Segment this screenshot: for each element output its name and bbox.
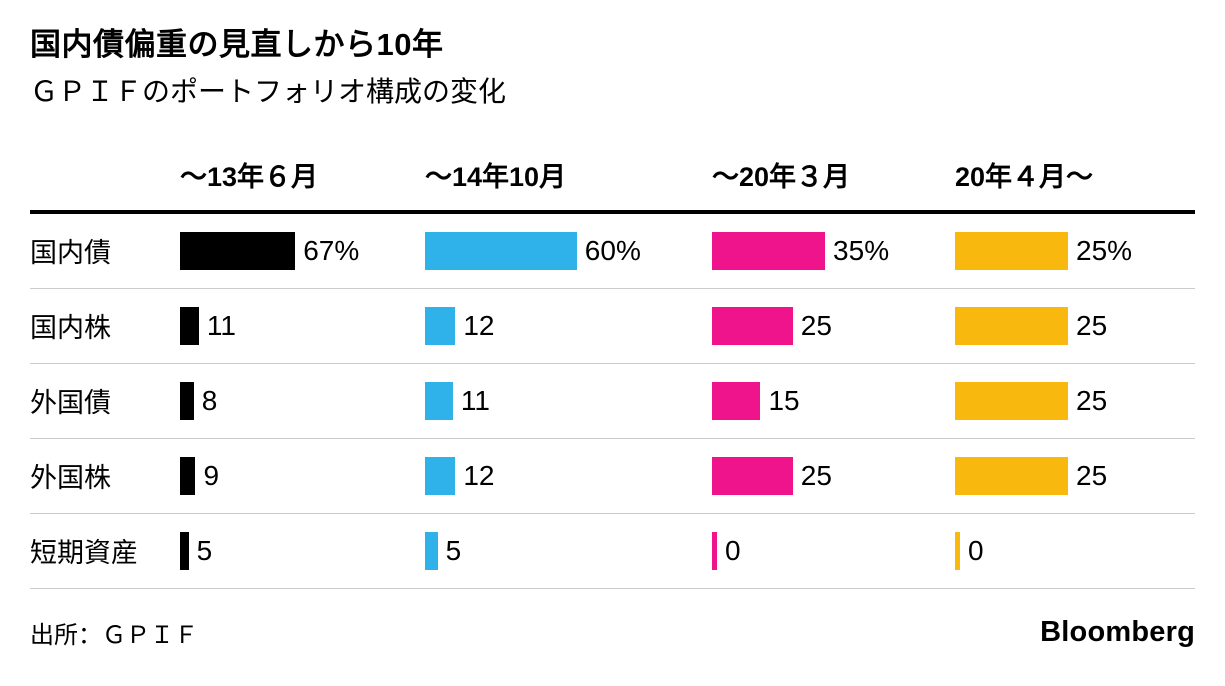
- bar-cell: 11: [425, 364, 712, 438]
- bar-cell: 67%: [180, 214, 425, 288]
- table-row: 短期資産 5 5 0 0: [30, 514, 1195, 589]
- bar-cell: 25: [955, 289, 1195, 363]
- bar: [180, 456, 196, 495]
- bar: [955, 231, 1068, 270]
- chart-card: 国内債偏重の見直しから10年 ＧＰＩＦのポートフォリオ構成の変化 ～13年６月 …: [30, 27, 1195, 650]
- bar: [712, 381, 761, 420]
- bar-value: 12: [463, 309, 495, 341]
- bar: [955, 306, 1068, 345]
- row-label: 外国株: [30, 463, 111, 494]
- bar-value: 15: [768, 384, 800, 416]
- bar-cell: 5: [180, 514, 425, 588]
- bar: [712, 306, 793, 345]
- bar-value: 5: [196, 534, 213, 566]
- column-header-period-2: ～14年10月: [425, 161, 567, 192]
- bar: [180, 231, 296, 270]
- bar-cell: 60%: [425, 214, 712, 288]
- bar-cell: 25: [955, 439, 1195, 513]
- bar: [425, 456, 456, 495]
- bar-value: 25: [1076, 459, 1108, 491]
- table-row: 外国債 8 11 15 25: [30, 364, 1195, 439]
- page-subtitle: ＧＰＩＦのポートフォリオ構成の変化: [30, 76, 507, 108]
- bar-value: 25: [1076, 384, 1108, 416]
- bar-value: 25: [800, 309, 832, 341]
- bar-value: 8: [201, 384, 218, 416]
- bar-value: 9: [203, 459, 220, 491]
- bar: [955, 456, 1068, 495]
- bar: [425, 531, 438, 570]
- row-label: 短期資産: [30, 538, 138, 569]
- bar: [425, 231, 577, 270]
- page-title: 国内債偏重の見直しから10年: [30, 27, 444, 62]
- bar: [180, 306, 199, 345]
- bar-cell: 0: [712, 514, 955, 588]
- row-label: 国内株: [30, 313, 111, 344]
- bar-value: 35%: [833, 234, 890, 266]
- bar-cell: 5: [425, 514, 712, 588]
- bar-cell: 9: [180, 439, 425, 513]
- bar: [425, 306, 456, 345]
- bar-cell: 0: [955, 514, 1195, 588]
- bar: [712, 231, 826, 270]
- bar-cell: 25: [712, 289, 955, 363]
- bar-value: 11: [206, 309, 236, 341]
- column-headers: ～13年６月 ～14年10月 ～20年３月 20年４月～: [30, 155, 1195, 210]
- column-header-period-1: ～13年６月: [180, 161, 319, 192]
- bar-table: 国内債 67% 60% 35% 25% 国内株 11: [30, 209, 1195, 589]
- column-header-period-4: 20年４月～: [955, 161, 1094, 192]
- row-label: 国内債: [30, 238, 111, 269]
- footer: 出所：ＧＰＩＦ Bloomberg: [30, 615, 1195, 650]
- table-row: 国内債 67% 60% 35% 25%: [30, 214, 1195, 289]
- bar-value: 11: [460, 384, 490, 416]
- bar-cell: 8: [180, 364, 425, 438]
- bar-value: 25: [800, 459, 832, 491]
- table-row: 外国株 9 12 25 25: [30, 439, 1195, 514]
- bar-value: 12: [463, 459, 495, 491]
- bar-cell: 12: [425, 289, 712, 363]
- bar: [712, 531, 717, 570]
- bar-cell: 35%: [712, 214, 955, 288]
- column-header-period-3: ～20年３月: [712, 161, 851, 192]
- bar-value: 60%: [584, 234, 641, 266]
- bar: [955, 531, 960, 570]
- table-row: 国内株 11 12 25 25: [30, 289, 1195, 364]
- row-label: 外国債: [30, 388, 111, 419]
- bar-value: 0: [968, 534, 984, 566]
- bar-value: 25%: [1076, 234, 1133, 266]
- bar-cell: 25: [955, 364, 1195, 438]
- source-text: 出所：ＧＰＩＦ: [30, 621, 198, 649]
- bar-cell: 25%: [955, 214, 1195, 288]
- bar: [712, 456, 793, 495]
- bar-cell: 12: [425, 439, 712, 513]
- bar-value: 0: [725, 534, 741, 566]
- bar-value: 5: [445, 534, 462, 566]
- bloomberg-logo: Bloomberg: [1040, 615, 1195, 648]
- bar: [955, 381, 1068, 420]
- bar-cell: 15: [712, 364, 955, 438]
- bar-value: 67%: [303, 234, 360, 266]
- bar: [180, 531, 189, 570]
- bar: [180, 381, 194, 420]
- bar-cell: 25: [712, 439, 955, 513]
- bar: [425, 381, 453, 420]
- bar-value: 25: [1076, 309, 1108, 341]
- bar-cell: 11: [180, 289, 425, 363]
